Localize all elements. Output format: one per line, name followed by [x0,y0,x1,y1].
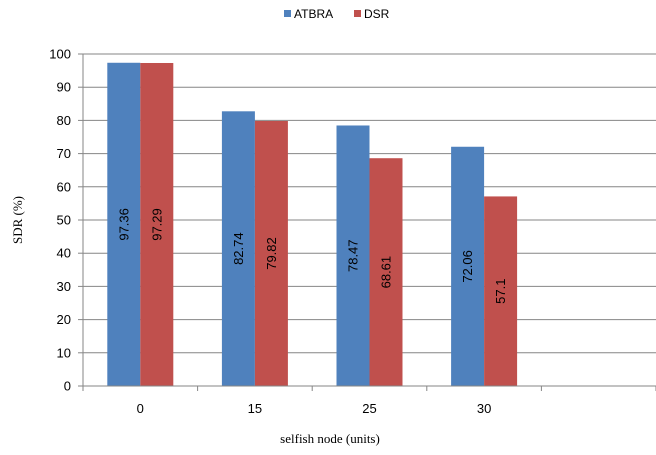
y-tick-label: 100 [49,47,71,62]
bar-data-label: 78.47 [346,239,361,272]
y-tick-label: 0 [64,379,71,394]
bars: 97.36 97.29 82.74 79.82 78.47 68.61 72.06 57.1 [107,62,518,387]
y-tick-label: 30 [57,279,71,294]
bar-atbra [221,111,255,387]
bar-data-label: 79.82 [264,237,279,270]
y-tick-label: 70 [57,146,71,161]
bar-data-label: 97.29 [149,208,164,241]
legend-label-atbra: ATBRA [294,7,333,21]
x-tick-labels: 0 15 25 30 [137,401,492,416]
legend-label-dsr: DSR [364,7,390,21]
bar-data-label: 82.74 [231,232,246,265]
legend: ATBRA DSR [284,7,390,21]
bar-data-label: 72.06 [460,250,475,283]
x-tick-label: 25 [362,401,376,416]
axes [82,54,656,391]
x-axis-title: selfish node (units) [280,431,380,446]
bar-data-label: 68.61 [379,256,394,289]
y-tick-label: 90 [57,80,71,95]
bar-data-label: 57.1 [493,279,508,304]
y-tick-label: 50 [57,213,71,228]
y-tick-label: 80 [57,113,71,128]
bar-dsr [254,120,288,387]
y-tick-label: 40 [57,246,71,261]
legend-swatch-dsr [354,10,361,17]
bar-atbra [451,146,485,386]
bar-dsr [369,158,403,386]
bar-atbra [107,62,141,386]
bar-data-label: 97.36 [116,208,131,241]
y-tick-labels: 0 10 20 30 40 50 60 70 80 90 100 [49,47,71,394]
x-tick-label: 0 [137,401,144,416]
bar-dsr [484,196,518,386]
bar-atbra [336,125,370,386]
y-tick-label: 20 [57,312,71,327]
y-tick-label: 10 [57,345,71,360]
y-tick-label: 60 [57,179,71,194]
x-tick-label: 30 [477,401,491,416]
y-axis-title: SDR (%) [10,196,25,244]
x-tick-label: 15 [248,401,262,416]
bar-dsr [140,62,174,387]
legend-swatch-atbra [284,10,291,17]
